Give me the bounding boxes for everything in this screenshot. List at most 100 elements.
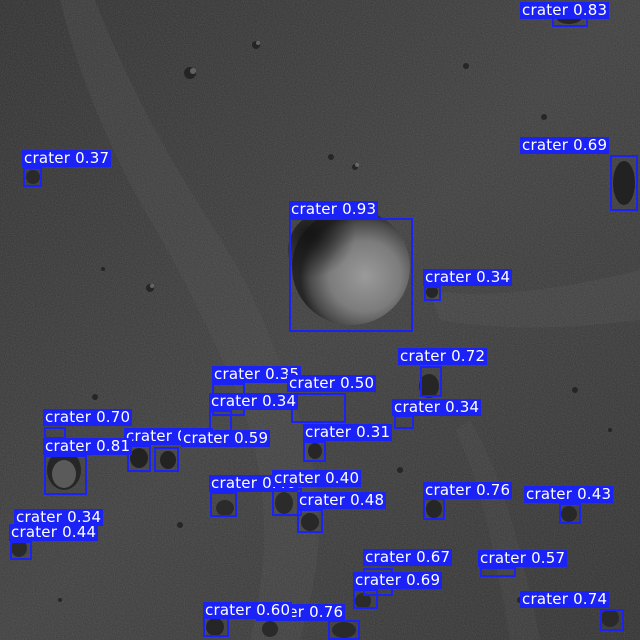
crater-bounding-box bbox=[420, 366, 442, 397]
crater-detection-label: crater 0.50 bbox=[287, 374, 377, 392]
crater-detection-label: crater 0.59 bbox=[181, 429, 271, 447]
crater-bounding-box bbox=[297, 509, 323, 533]
detection-class: crater bbox=[365, 548, 412, 566]
detection-score: 0.44 bbox=[62, 523, 97, 541]
crater-bounding-box bbox=[423, 498, 445, 520]
crater-bounding-box bbox=[203, 617, 229, 637]
detection-class: crater bbox=[425, 481, 472, 499]
detection-class: crater bbox=[45, 408, 92, 426]
crater-detection-label: crater 0.34 bbox=[392, 398, 482, 416]
crater-detection-label: crater 0.74 bbox=[520, 590, 610, 608]
crater-bounding-box bbox=[480, 567, 516, 577]
detection-score: 0.31 bbox=[356, 423, 391, 441]
crater-bounding-box bbox=[10, 541, 32, 560]
crater-bounding-box bbox=[353, 589, 378, 609]
detection-score: 0.72 bbox=[451, 347, 486, 365]
crater-detection-label: crater 0.81 bbox=[43, 437, 133, 455]
detection-score: 0.34 bbox=[67, 508, 102, 526]
crater-bounding-box bbox=[328, 620, 360, 640]
crater-bounding-box bbox=[289, 218, 413, 332]
detection-score: 0.93 bbox=[342, 200, 377, 218]
detection-score: 0.81 bbox=[96, 437, 131, 455]
detection-class: crater bbox=[16, 508, 63, 526]
detection-score: 0.34 bbox=[476, 268, 511, 286]
crater-detection-label: crater 0.69 bbox=[520, 136, 610, 154]
detection-score: 0.50 bbox=[340, 374, 375, 392]
detection-class: crater bbox=[480, 549, 527, 567]
detection-score: 0.43 bbox=[577, 485, 612, 503]
detection-class: crater bbox=[400, 347, 447, 365]
crater-detection-label: crater 0.57 bbox=[478, 549, 568, 567]
detection-score: 0.83 bbox=[573, 1, 608, 19]
crater-detection-label: crater 0.48 bbox=[297, 491, 387, 509]
detection-class: crater bbox=[355, 571, 402, 589]
crater-detection-label: crater 0.34 bbox=[209, 392, 299, 410]
detection-class: crater bbox=[425, 268, 472, 286]
detection-score: 0.48 bbox=[350, 491, 385, 509]
detection-score: 0.76 bbox=[309, 603, 344, 621]
crater-detection-label: crater 0.60 bbox=[203, 601, 293, 619]
detection-class: crater bbox=[299, 491, 346, 509]
crater-bounding-box bbox=[154, 447, 179, 472]
crater-bounding-box bbox=[127, 445, 151, 472]
detection-class: crater bbox=[289, 374, 336, 392]
detection-score: 0.34 bbox=[445, 398, 480, 416]
crater-detection-label: crater 0.35 bbox=[212, 365, 302, 383]
crater-bounding-box bbox=[600, 609, 624, 631]
crater-detection-label: crater 0.70 bbox=[43, 408, 133, 426]
crater-detection-label: crater 0.44 bbox=[9, 523, 99, 541]
detection-score: 0.37 bbox=[75, 149, 110, 167]
detection-class: crater bbox=[291, 200, 338, 218]
crater-detection-label: crater 0.40 bbox=[272, 469, 362, 487]
detection-class: crater bbox=[522, 136, 569, 154]
detection-class: crater bbox=[522, 1, 569, 19]
crater-detection-label: crater 0.67 bbox=[363, 548, 453, 566]
crater-bounding-box bbox=[291, 393, 346, 423]
crater-detection-label: crater 0.93 bbox=[289, 200, 379, 218]
detection-score: 0.40 bbox=[325, 469, 360, 487]
detection-class: crater bbox=[45, 437, 92, 455]
detection-score: 0.60 bbox=[256, 601, 291, 619]
detection-class: crater bbox=[274, 469, 321, 487]
detection-class: crater bbox=[394, 398, 441, 416]
crater-bounding-box bbox=[610, 155, 638, 211]
detection-score: 0.59 bbox=[234, 429, 269, 447]
detection-score: 0.70 bbox=[96, 408, 131, 426]
detection-class: crater bbox=[526, 485, 573, 503]
detection-score: 0.67 bbox=[416, 548, 451, 566]
detection-class: crater bbox=[211, 474, 258, 492]
crater-bounding-box bbox=[44, 455, 87, 495]
detection-class: crater bbox=[205, 601, 252, 619]
detection-class: crater bbox=[214, 365, 261, 383]
detection-score: 0.69 bbox=[406, 571, 441, 589]
crater-detection-label: crater 0.34 bbox=[14, 508, 104, 526]
crater-detection-label: crater 0.31 bbox=[303, 423, 393, 441]
detection-class: crater bbox=[211, 392, 258, 410]
detection-class: crater bbox=[522, 590, 569, 608]
detection-score: 0.74 bbox=[573, 590, 608, 608]
crater-detection-label: crater 0.76 bbox=[423, 481, 513, 499]
crater-detection-label: crater 0.34 bbox=[423, 268, 513, 286]
crater-bounding-box bbox=[303, 441, 326, 462]
crater-bounding-box bbox=[210, 492, 237, 517]
detection-score: 0.34 bbox=[262, 392, 297, 410]
crater-bounding-box bbox=[424, 286, 441, 301]
crater-detection-label: crater 0.37 bbox=[22, 149, 112, 167]
detection-score: 0.69 bbox=[573, 136, 608, 154]
crater-detection-label: crater 0.69 bbox=[353, 571, 443, 589]
crater-bounding-box bbox=[23, 167, 42, 187]
crater-detection-label: crater 0.43 bbox=[524, 485, 614, 503]
crater-detection-label: crater 0.72 bbox=[398, 347, 488, 365]
crater-bounding-box bbox=[394, 415, 414, 429]
detection-class: crater bbox=[183, 429, 230, 447]
detection-class: crater bbox=[126, 427, 173, 445]
detection-class: crater bbox=[24, 149, 71, 167]
crater-bounding-box bbox=[559, 503, 581, 524]
detection-score: 0.57 bbox=[531, 549, 566, 567]
detection-class: crater bbox=[305, 423, 352, 441]
detection-score: 0.76 bbox=[476, 481, 511, 499]
crater-detection-label: crater 0.83 bbox=[520, 1, 610, 19]
detection-class: crater bbox=[11, 523, 58, 541]
